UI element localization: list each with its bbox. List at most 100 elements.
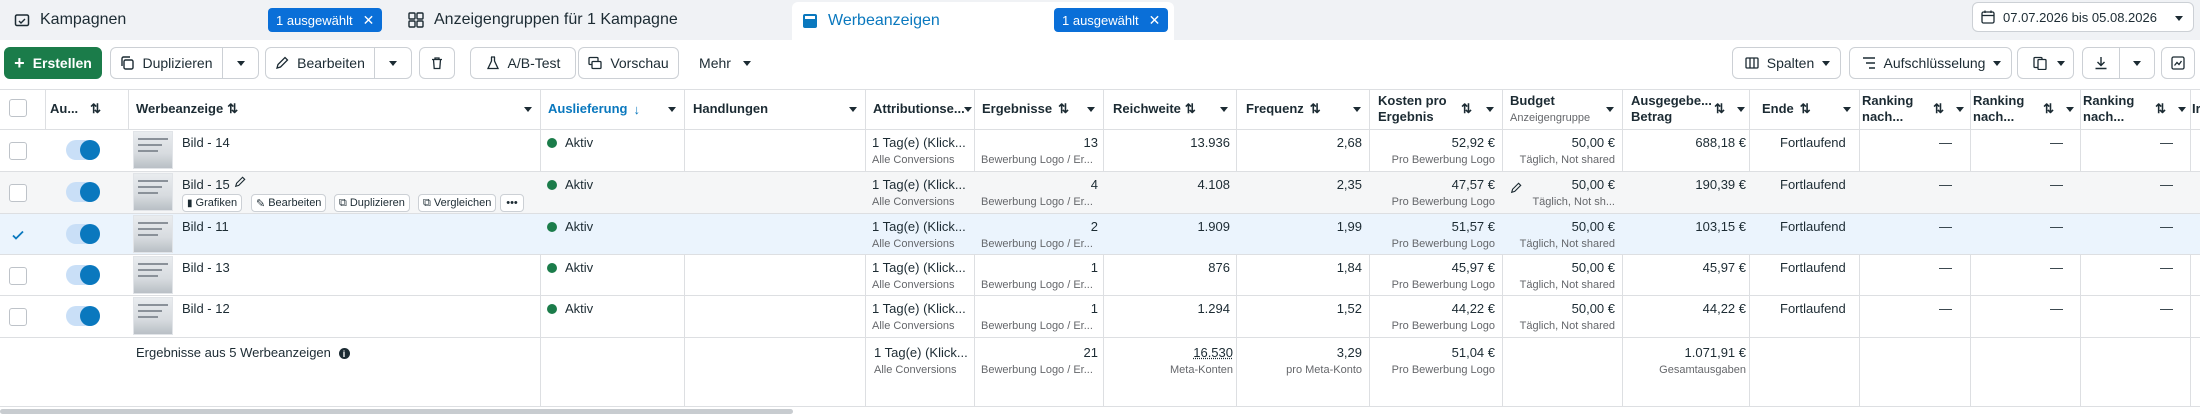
table-row[interactable]: Bild - 15 ▮ Grafiken ✎ Bearbeiten ⧉ Dupl… <box>0 172 2200 213</box>
pencil-icon[interactable] <box>1510 182 1522 197</box>
row-checkbox[interactable] <box>9 142 27 160</box>
attribution-sub: Alle Conversions <box>872 279 955 291</box>
header-more[interactable]: Ir <box>2192 90 2200 128</box>
campaigns-selected-pill[interactable]: 1 ausgewählt ✕ <box>268 8 383 32</box>
ad-name[interactable]: Bild - 12 <box>182 301 230 316</box>
sort-icon: ⇅ <box>1933 101 1944 116</box>
row-toggle[interactable] <box>66 182 100 202</box>
select-all-checkbox[interactable] <box>9 99 27 117</box>
ad-name[interactable]: Bild - 14 <box>182 135 230 150</box>
ad-name[interactable]: Bild - 15 <box>182 177 230 192</box>
header-delivery-label: Auslieferung <box>548 101 628 116</box>
header-amount-spent[interactable]: Ausgegebe... Betrag ⇅ <box>1631 90 1749 128</box>
close-icon[interactable]: ✕ <box>1148 11 1161 28</box>
row-toggle[interactable] <box>66 265 100 285</box>
header-budget[interactable]: Budget Anzeigengruppe <box>1510 90 1622 128</box>
row-edit-button[interactable]: ✎ Bearbeiten <box>251 194 327 212</box>
row-toggle[interactable] <box>66 140 100 160</box>
table-row[interactable]: Bild - 12 Aktiv 1 Tag(e) (Klick... Alle … <box>0 296 2200 337</box>
header-ad[interactable]: Werbeanzeige ⇅ <box>136 90 540 128</box>
header-bottom-border <box>0 129 2200 130</box>
row-checkbox[interactable] <box>9 184 27 202</box>
header-results[interactable]: Ergebnisse ⇅ <box>982 90 1103 128</box>
header-budget-line1: Budget <box>1510 92 1555 108</box>
reports-button[interactable] <box>2017 47 2074 79</box>
ad-icon <box>802 13 818 29</box>
results-value: 1 <box>1090 260 1098 275</box>
header-ranking-1[interactable]: Ranking nach... ⇅ <box>1862 90 1970 128</box>
date-range-picker[interactable]: 07.07.2026 bis 05.08.2026 <box>1972 2 2194 32</box>
tab-adsets[interactable]: Anzeigengruppen für 1 Kampagne <box>408 2 788 38</box>
ad-name[interactable]: Bild - 13 <box>182 260 230 275</box>
compare-button[interactable]: ⧉ Vergleichen <box>418 194 497 212</box>
tab-campaigns[interactable]: Kampagnen <box>14 2 394 38</box>
horizontal-scrollbar[interactable] <box>0 409 793 414</box>
chevron-down-icon <box>1956 107 1964 112</box>
chevron-down-icon <box>2178 107 2186 112</box>
chart-view-button[interactable] <box>2161 47 2195 79</box>
ranking-1-value: — <box>1939 260 1952 275</box>
tab-ads-label: Werbeanzeigen <box>828 12 940 29</box>
row-checkbox[interactable] <box>9 226 27 244</box>
header-frequency[interactable]: Frequenz ⇅ <box>1246 90 1369 128</box>
columns-icon <box>1745 56 1759 70</box>
header-ranking-2[interactable]: Ranking nach... ⇅ <box>1973 90 2080 128</box>
reach-value: 1.294 <box>1197 301 1230 316</box>
header-reach[interactable]: Reichweite ⇅ <box>1113 90 1236 128</box>
graphics-button[interactable]: ▮ Grafiken <box>182 194 243 212</box>
ad-thumbnail[interactable] <box>133 215 173 253</box>
totals-label: Ergebnisse aus 5 Werbeanzeigen i <box>136 345 350 360</box>
ad-thumbnail[interactable] <box>133 256 173 294</box>
pencil-icon[interactable] <box>234 176 246 191</box>
attribution-sub: Alle Conversions <box>872 154 955 166</box>
duplicate-button[interactable]: Duplizieren <box>110 47 223 79</box>
row-toggle[interactable] <box>66 224 100 244</box>
edit-dropdown[interactable] <box>374 47 412 79</box>
table-top-border <box>0 89 2200 90</box>
ad-thumbnail[interactable] <box>133 297 173 335</box>
header-cost-per-result[interactable]: Kosten pro Ergebnis ⇅ <box>1378 90 1502 128</box>
row-checkbox[interactable] <box>9 267 27 285</box>
delete-button[interactable] <box>419 47 455 79</box>
ranking-2-value: — <box>2050 135 2063 150</box>
table-row[interactable]: Bild - 14 Aktiv 1 Tag(e) (Klick... Alle … <box>0 130 2200 171</box>
edit-button[interactable]: Bearbeiten <box>265 47 375 79</box>
header-end[interactable]: Ende ⇅ <box>1762 90 1859 128</box>
chart-icon <box>2171 56 2185 70</box>
header-ranking-1-label: Ranking nach... <box>1862 93 1913 125</box>
create-button[interactable]: + Erstellen <box>4 47 102 79</box>
close-icon[interactable]: ✕ <box>362 11 375 28</box>
ad-name[interactable]: Bild - 11 <box>182 219 229 234</box>
export-dropdown[interactable] <box>2119 47 2155 79</box>
row-toggle[interactable] <box>66 306 100 326</box>
export-button[interactable] <box>2082 47 2120 79</box>
row-quick-actions: ▮ Grafiken ✎ Bearbeiten ⧉ Duplizieren ⧉ … <box>182 194 527 212</box>
ad-thumbnail[interactable] <box>133 131 173 169</box>
totals-frequency-sub: pro Meta-Konto <box>1286 364 1362 376</box>
more-button[interactable]: Mehr <box>688 47 758 79</box>
breakdown-label: Aufschlüsselung <box>1883 55 1986 71</box>
header-rank2-line1: Ranking <box>1973 93 2025 108</box>
ads-selected-pill[interactable]: 1 ausgewählt ✕ <box>1054 8 1169 32</box>
row-duplicate-button[interactable]: ⧉ Duplizieren <box>334 194 410 212</box>
ad-thumbnail[interactable] <box>133 173 173 211</box>
breakdown-button[interactable]: Aufschlüsselung <box>1849 47 2012 79</box>
table-row[interactable]: Bild - 11 Aktiv 1 Tag(e) (Klick... Alle … <box>0 214 2200 255</box>
columns-button[interactable]: Spalten <box>1732 47 1841 79</box>
row-checkbox[interactable] <box>9 308 27 326</box>
header-delivery[interactable]: Auslieferung ↓ <box>548 90 684 128</box>
frequency-value: 2,68 <box>1336 135 1362 150</box>
ab-test-button[interactable]: A/B-Test <box>470 47 576 79</box>
totals-attribution-sub: Alle Conversions <box>874 364 957 376</box>
budget-sub: Täglich, Not shared <box>1519 320 1615 332</box>
more-actions-button[interactable]: ••• <box>500 194 524 212</box>
header-actions[interactable]: Handlungen <box>693 90 865 128</box>
duplicate-dropdown[interactable] <box>222 47 259 79</box>
header-ranking-3[interactable]: Ranking nach... ⇅ <box>2083 90 2190 128</box>
header-onoff[interactable]: Au... ⇅ <box>50 90 128 128</box>
date-range-label: 07.07.2026 bis 05.08.2026 <box>2003 9 2157 25</box>
info-icon[interactable]: i <box>338 348 350 360</box>
table-row[interactable]: Bild - 13 Aktiv 1 Tag(e) (Klick... Alle … <box>0 255 2200 296</box>
header-attribution[interactable]: Attributionse... <box>873 90 974 128</box>
preview-button[interactable]: Vorschau <box>578 47 679 79</box>
